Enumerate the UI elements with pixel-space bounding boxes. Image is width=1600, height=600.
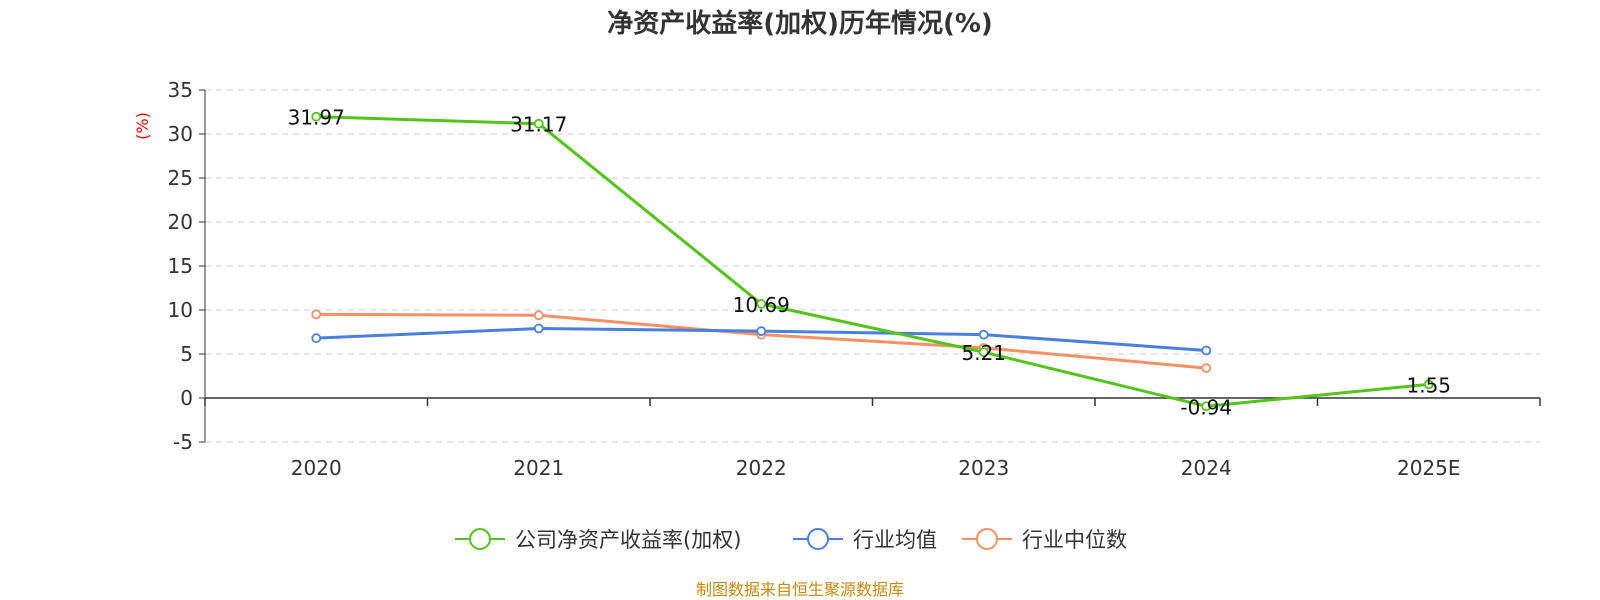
y-axis-unit: (%) [133,112,152,140]
legend-item-0[interactable]: 公司净资产收益率(加权) [455,528,741,552]
y-tick-label: 5 [180,342,193,366]
grid-lines [205,89,1540,443]
legend-item-1[interactable]: 行业均值 [793,528,937,552]
data-point-marker [1423,379,1434,390]
legend-marker [976,528,998,550]
x-tick-label: 2020 [291,456,342,480]
data-point-marker [533,323,544,334]
axes: 35 30 25 20 15 10 5 0 -5 2020 2021 2022 2023 2024 2025… [168,78,1541,480]
x-tick-label: 2021 [513,456,564,480]
data-point-marker [756,326,767,337]
data-point-marker [533,310,544,321]
data-point-marker [978,347,989,358]
data-point-marker [1201,345,1212,356]
x-tick-label: 2024 [1181,456,1232,480]
legend-item-2[interactable]: 行业中位数 [962,528,1127,552]
data-point-marker [978,329,989,340]
legend-marker [807,528,829,550]
y-tick-label: 35 [168,78,193,102]
series-layer [311,111,1434,412]
data-label: -0.94 [1180,395,1232,419]
y-tick-label: 30 [168,122,193,146]
data-point-marker [311,333,322,344]
series-line-0 [316,115,1429,408]
data-label: 5.21 [961,341,1006,365]
legend-label: 行业中位数 [1022,528,1127,552]
x-tick-label: 2025E [1397,456,1461,480]
x-tick-label: 2022 [736,456,787,480]
y-tick-label: -5 [173,430,193,454]
source-note: 制图数据来自恒生聚源数据库 [696,580,904,599]
data-point-marker [533,118,544,129]
y-tick-label: 25 [168,166,193,190]
data-labels: 31.97 31.17 10.69 5.21 -0.94 1.55 [288,106,1451,420]
data-label: 31.97 [288,106,345,130]
data-point-marker [311,309,322,320]
legend-label: 行业均值 [853,528,937,552]
data-point-marker [311,111,322,122]
x-tick-label: 2023 [958,456,1009,480]
data-label: 31.17 [510,113,567,137]
y-tick-label: 0 [180,386,193,410]
data-label: 10.69 [733,293,790,317]
data-point-marker [1201,363,1212,373]
y-tick-label: 20 [168,210,193,234]
legend-label: 公司净资产收益率(加权) [515,528,741,552]
chart-title: 净资产收益率(加权)历年情况(%) [607,8,993,39]
legend[interactable]: 公司净资产收益率(加权) 行业均值 行业中位数 [455,528,1127,552]
data-point-marker [1201,401,1212,412]
legend-marker [469,528,491,550]
data-point-marker [756,299,767,309]
y-tick-label: 10 [168,298,193,322]
y-tick-label: 15 [168,254,193,278]
data-label: 1.55 [1406,373,1451,397]
